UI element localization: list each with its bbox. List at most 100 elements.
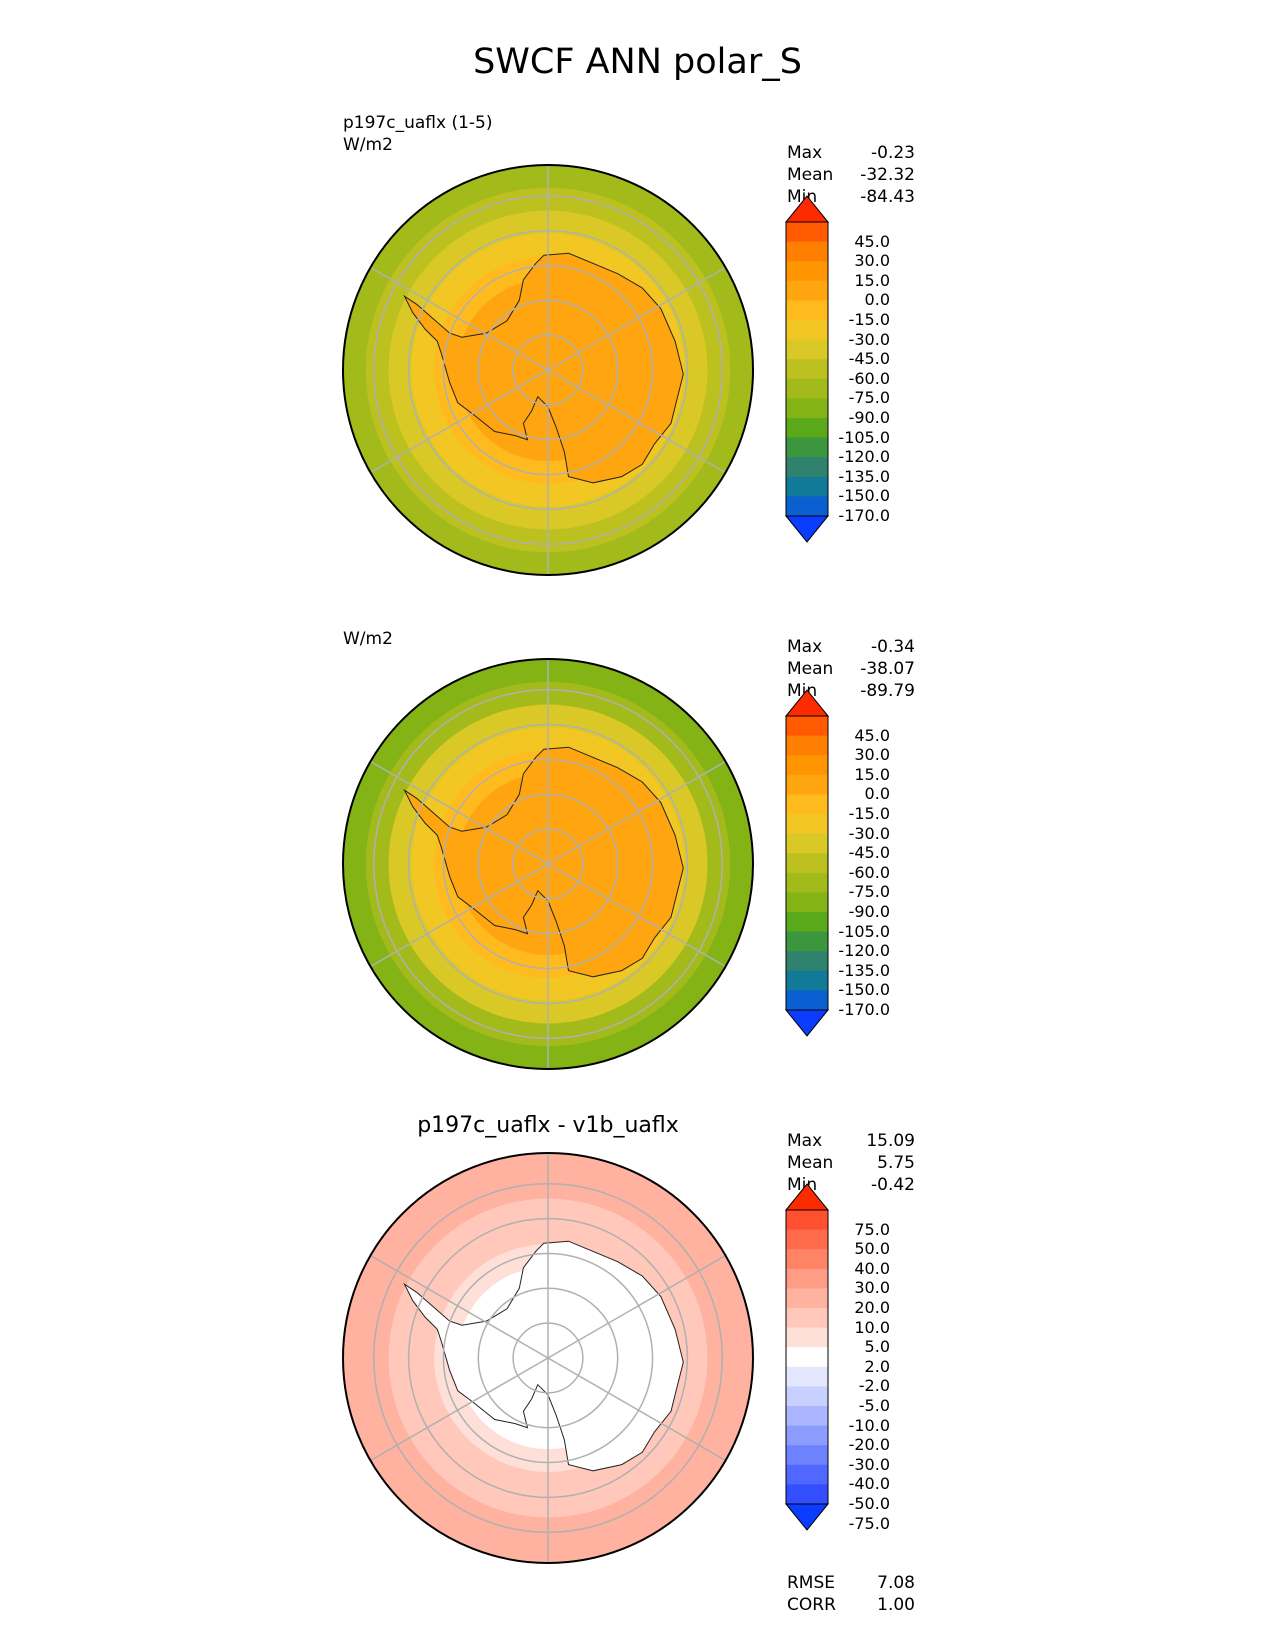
stat-row: RMSE 7.08 bbox=[787, 1572, 915, 1594]
colorbar-segment bbox=[786, 398, 828, 419]
stats-block: Max 15.09 Mean 5.75 Min -0.42 bbox=[787, 1130, 915, 1196]
colorbar bbox=[784, 1183, 830, 1531]
colorbar-tick-label: 0.0 bbox=[864, 784, 890, 804]
colorbar-tick-label: -150.0 bbox=[838, 980, 890, 1000]
colorbar-tick-label: 30.0 bbox=[854, 1278, 890, 1298]
stat-value: 1.00 bbox=[877, 1595, 915, 1615]
colorbar-tick-label: -45.0 bbox=[848, 843, 890, 863]
colorbar-segment bbox=[786, 496, 828, 517]
colorbar-tick-label: -60.0 bbox=[848, 862, 890, 882]
colorbar-tick-label: -135.0 bbox=[838, 466, 890, 486]
colorbar-segment bbox=[786, 476, 828, 497]
stat-value: 7.08 bbox=[877, 1573, 915, 1593]
stat-name: Mean bbox=[787, 1153, 834, 1173]
colorbar-tick-label: -2.0 bbox=[858, 1376, 890, 1396]
stat-value: -0.34 bbox=[871, 637, 915, 657]
panel-units: W/m2 bbox=[343, 629, 393, 649]
polar-map bbox=[342, 1152, 754, 1564]
colorbar-segment bbox=[786, 1229, 828, 1250]
colorbar-tick-label: 30.0 bbox=[854, 251, 890, 271]
stat-row: Max -0.34 bbox=[787, 636, 915, 658]
meridian-line bbox=[370, 863, 549, 968]
colorbar-segment bbox=[786, 261, 828, 282]
colorbar-tick-label: -90.0 bbox=[848, 408, 890, 427]
colorbar-segment bbox=[786, 1464, 828, 1485]
colorbar-segment bbox=[786, 1327, 828, 1348]
colorbar-segment bbox=[786, 418, 828, 439]
colorbar-segment bbox=[786, 339, 828, 360]
polar-map bbox=[342, 658, 754, 1070]
colorbar-frame bbox=[785, 1209, 829, 1505]
colorbar-tick-label: -15.0 bbox=[848, 804, 890, 823]
colorbar-segment bbox=[786, 853, 828, 874]
meridian-line bbox=[370, 1254, 549, 1359]
colorbar-tick-label: -15.0 bbox=[848, 310, 890, 329]
stat-row: Mean -32.32 bbox=[787, 164, 915, 186]
colorbar-tick-label: -30.0 bbox=[848, 1454, 890, 1474]
stat-row: CORR 1.00 bbox=[787, 1594, 915, 1616]
stat-value: -84.43 bbox=[860, 187, 915, 207]
colorbar-segment bbox=[786, 1288, 828, 1309]
stat-name: Mean bbox=[787, 165, 834, 185]
colorbar-segment bbox=[786, 241, 828, 262]
figure-title: SWCF ANN polar_S bbox=[473, 42, 802, 82]
map-boundary bbox=[342, 1152, 754, 1564]
stat-name: Mean bbox=[787, 659, 834, 679]
colorbar bbox=[784, 689, 830, 1037]
colorbar-tick-label: 5.0 bbox=[864, 1337, 890, 1357]
meridian-line bbox=[370, 1357, 549, 1462]
colorbar-tick-label: 20.0 bbox=[854, 1298, 890, 1317]
colorbar-segment bbox=[786, 222, 828, 243]
colorbar-tick-label: 15.0 bbox=[854, 270, 890, 290]
colorbar-segment bbox=[786, 437, 828, 458]
colorbar-segment bbox=[786, 359, 828, 380]
colorbar-tick-label: 40.0 bbox=[854, 1258, 890, 1278]
error-stats-block: RMSE 7.08 CORR 1.00 bbox=[787, 1572, 915, 1616]
colorbar-tick-label: 2.0 bbox=[864, 1356, 890, 1376]
stat-row: Max -0.23 bbox=[787, 142, 915, 164]
colorbar-tick-label: 30.0 bbox=[854, 745, 890, 765]
stat-name: Max bbox=[787, 1131, 823, 1151]
colorbar-segment bbox=[786, 755, 828, 776]
colorbar-extend-max bbox=[784, 195, 830, 223]
stat-name: Max bbox=[787, 143, 823, 163]
stat-value: -0.23 bbox=[871, 143, 915, 163]
colorbar-tick-label: -105.0 bbox=[838, 427, 890, 447]
meridian-line bbox=[547, 369, 726, 474]
colorbar-segment bbox=[786, 320, 828, 341]
colorbar-tick-label: -150.0 bbox=[838, 486, 890, 506]
colorbar-tick-label: 45.0 bbox=[854, 725, 890, 745]
colorbar-tick-label: -75.0 bbox=[848, 882, 890, 902]
colorbar-segment bbox=[786, 1308, 828, 1329]
colorbar-tick-label: 75.0 bbox=[854, 1219, 890, 1239]
colorbar-tick-labels: 45.0 30.0 15.0 0.0 -15.0 -30.0 -45.0 -60.0 -75.0… bbox=[828, 716, 890, 1017]
colorbar-tick-label: -170.0 bbox=[838, 506, 890, 525]
colorbar-frame bbox=[785, 715, 829, 1011]
colorbar-extend-max bbox=[784, 689, 830, 717]
colorbar-tick-label: -105.0 bbox=[838, 921, 890, 941]
panel-units: W/m2 bbox=[343, 135, 393, 155]
stat-name: Max bbox=[787, 637, 823, 657]
colorbar-tick-label: -170.0 bbox=[838, 1000, 890, 1019]
colorbar-segment bbox=[786, 951, 828, 972]
colorbar-segment bbox=[786, 1386, 828, 1407]
panel-model-name: p197c_uaflx (1-5) bbox=[343, 113, 493, 133]
colorbar-segment bbox=[786, 794, 828, 815]
panel-label: W/m2 bbox=[343, 628, 393, 650]
colorbar-tick-label: 50.0 bbox=[854, 1239, 890, 1259]
meridian-line bbox=[370, 266, 549, 371]
colorbar-segment bbox=[786, 1366, 828, 1387]
map-boundary bbox=[342, 164, 754, 576]
colorbar-segment bbox=[786, 990, 828, 1011]
colorbar-tick-labels: 45.0 30.0 15.0 0.0 -15.0 -30.0 -45.0 -60.0 -75.0… bbox=[828, 222, 890, 523]
panel-difference-title: p197c_uaflx - v1b_uaflx bbox=[417, 1113, 679, 1138]
meridian-line bbox=[370, 369, 549, 474]
colorbar-segment bbox=[786, 970, 828, 991]
meridian-line bbox=[547, 266, 726, 371]
colorbar-segment bbox=[786, 716, 828, 737]
colorbar-frame bbox=[785, 221, 829, 517]
colorbar-segment bbox=[786, 1406, 828, 1427]
stat-value: 15.09 bbox=[866, 1131, 915, 1151]
colorbar-tick-label: -75.0 bbox=[848, 1513, 890, 1533]
stat-row: Mean -38.07 bbox=[787, 658, 915, 680]
